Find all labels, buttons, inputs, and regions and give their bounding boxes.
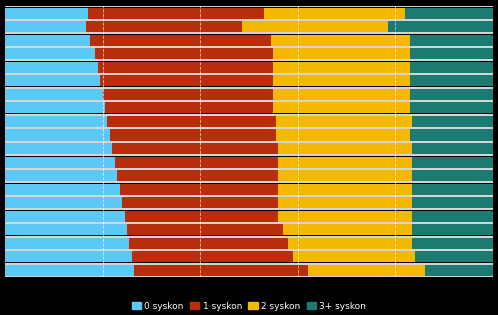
Bar	[412, 170, 493, 181]
Bar	[410, 89, 493, 100]
Bar	[103, 89, 273, 100]
Bar	[410, 62, 493, 73]
Bar	[278, 157, 412, 168]
Bar	[410, 75, 493, 86]
Bar	[263, 8, 405, 19]
Bar	[134, 265, 308, 276]
Bar	[5, 62, 98, 73]
Bar	[412, 238, 493, 249]
Bar	[5, 197, 122, 208]
Bar	[98, 62, 273, 73]
Bar	[110, 129, 276, 140]
Bar	[5, 251, 132, 262]
Legend: 0 syskon, 1 syskon, 2 syskon, 3+ syskon: 0 syskon, 1 syskon, 2 syskon, 3+ syskon	[128, 298, 370, 314]
Bar	[273, 62, 410, 73]
Bar	[410, 35, 493, 46]
Bar	[5, 238, 129, 249]
Bar	[5, 143, 113, 154]
Bar	[5, 184, 120, 195]
Bar	[412, 224, 493, 235]
Bar	[5, 102, 105, 113]
Bar	[410, 48, 493, 59]
Bar	[120, 184, 278, 195]
Bar	[117, 170, 278, 181]
Bar	[5, 157, 115, 168]
Bar	[276, 129, 410, 140]
Bar	[122, 197, 278, 208]
Bar	[273, 75, 410, 86]
Bar	[271, 35, 410, 46]
Bar	[5, 116, 108, 127]
Bar	[91, 35, 271, 46]
Bar	[129, 238, 288, 249]
Bar	[278, 211, 412, 222]
Bar	[412, 184, 493, 195]
Bar	[278, 143, 412, 154]
Bar	[132, 251, 293, 262]
Bar	[124, 211, 278, 222]
Bar	[115, 157, 278, 168]
Bar	[5, 48, 95, 59]
Bar	[412, 143, 493, 154]
Bar	[412, 157, 493, 168]
Bar	[105, 102, 273, 113]
Bar	[276, 116, 412, 127]
Bar	[108, 116, 276, 127]
Bar	[388, 21, 493, 32]
Bar	[5, 265, 134, 276]
Bar	[410, 129, 493, 140]
Bar	[278, 170, 412, 181]
Bar	[412, 116, 493, 127]
Bar	[100, 75, 273, 86]
Bar	[242, 21, 388, 32]
Bar	[5, 129, 110, 140]
Bar	[293, 251, 415, 262]
Bar	[5, 170, 117, 181]
Bar	[5, 8, 88, 19]
Bar	[412, 211, 493, 222]
Bar	[127, 224, 283, 235]
Bar	[273, 102, 410, 113]
Bar	[412, 197, 493, 208]
Bar	[278, 184, 412, 195]
Bar	[5, 21, 86, 32]
Bar	[415, 251, 493, 262]
Bar	[278, 197, 412, 208]
Bar	[283, 224, 412, 235]
Bar	[5, 211, 124, 222]
Bar	[308, 265, 425, 276]
Bar	[5, 224, 127, 235]
Bar	[288, 238, 412, 249]
Bar	[410, 102, 493, 113]
Bar	[5, 35, 91, 46]
Bar	[95, 48, 273, 59]
Bar	[273, 48, 410, 59]
Bar	[88, 8, 263, 19]
Bar	[5, 75, 100, 86]
Bar	[425, 265, 493, 276]
Bar	[113, 143, 278, 154]
Bar	[5, 89, 103, 100]
Bar	[86, 21, 242, 32]
Bar	[405, 8, 493, 19]
Bar	[273, 89, 410, 100]
